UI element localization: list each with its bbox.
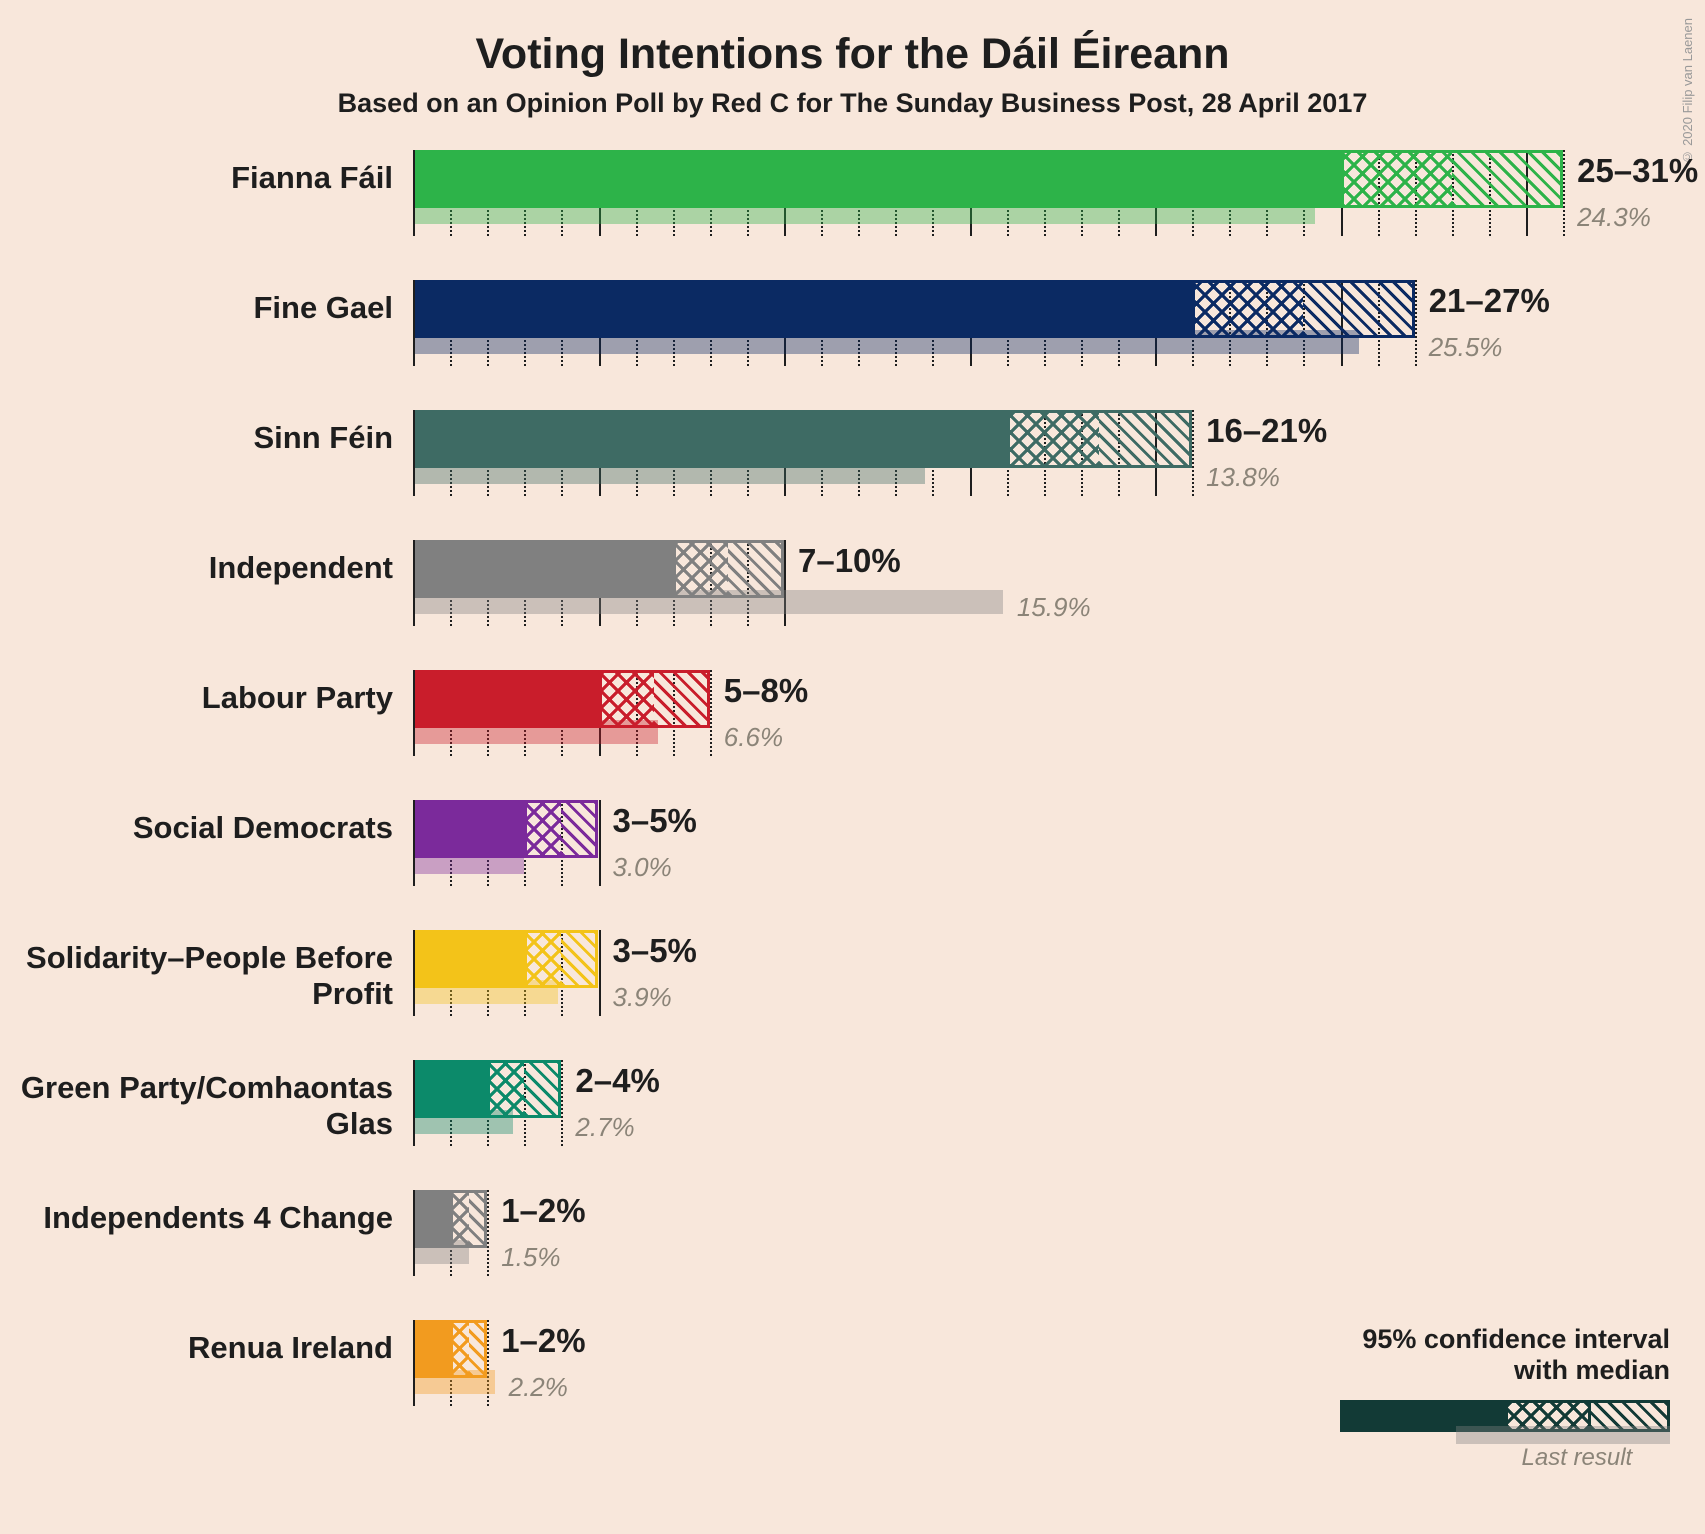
ci-outline bbox=[1341, 150, 1564, 208]
baseline bbox=[413, 800, 415, 886]
baseline bbox=[413, 1320, 415, 1406]
ci-outline bbox=[450, 1190, 487, 1248]
minor-gridline bbox=[710, 670, 712, 756]
party-label: Independent bbox=[0, 550, 393, 586]
ci-outline bbox=[524, 800, 598, 858]
baseline bbox=[413, 670, 415, 756]
party-label: Green Party/Comhaontas Glas bbox=[0, 1070, 393, 1142]
party-label: Labour Party bbox=[0, 680, 393, 716]
major-gridline bbox=[599, 930, 601, 1016]
last-result-label: 3.0% bbox=[613, 852, 672, 883]
minor-gridline bbox=[561, 1060, 563, 1146]
baseline bbox=[413, 280, 415, 366]
range-label: 7–10% bbox=[798, 542, 901, 580]
range-label: 5–8% bbox=[724, 672, 808, 710]
range-label: 16–21% bbox=[1206, 412, 1327, 450]
party-row: Labour Party 5–8% 6.6% bbox=[0, 670, 1705, 800]
party-label: Solidarity–People Before Profit bbox=[0, 940, 393, 1012]
bar-chart: Fianna Fáil 25–31% 24.3% Fine Gael 21–27% 25.… bbox=[0, 140, 1705, 1440]
legend: 95% confidence interval with median Last… bbox=[1340, 1324, 1670, 1494]
legend-title-line1: 95% confidence interval bbox=[1362, 1324, 1670, 1354]
last-result-label: 25.5% bbox=[1429, 332, 1503, 363]
minor-gridline bbox=[487, 1190, 489, 1276]
main-bar bbox=[413, 1190, 450, 1248]
main-bar bbox=[413, 540, 673, 598]
party-row: Social Democrats 3–5% 3.0% bbox=[0, 800, 1705, 930]
party-label: Fine Gael bbox=[0, 290, 393, 326]
party-row: Independent 7–10% 15.9% bbox=[0, 540, 1705, 670]
major-gridline bbox=[599, 800, 601, 886]
range-label: 25–31% bbox=[1577, 152, 1698, 190]
baseline bbox=[413, 1190, 415, 1276]
party-label: Independents 4 Change bbox=[0, 1200, 393, 1236]
range-label: 1–2% bbox=[501, 1192, 585, 1230]
baseline bbox=[413, 150, 415, 236]
ci-outline bbox=[599, 670, 710, 728]
last-result-label: 15.9% bbox=[1017, 592, 1091, 623]
main-bar bbox=[413, 1060, 487, 1118]
last-result-label: 6.6% bbox=[724, 722, 783, 753]
baseline bbox=[413, 1060, 415, 1146]
range-label: 3–5% bbox=[613, 932, 697, 970]
main-bar bbox=[413, 1320, 450, 1378]
main-bar bbox=[413, 410, 1007, 468]
ci-outline bbox=[450, 1320, 487, 1378]
party-row: Solidarity–People Before Profit 3–5% 3.9% bbox=[0, 930, 1705, 1060]
last-result-label: 1.5% bbox=[501, 1242, 560, 1273]
main-bar bbox=[413, 280, 1192, 338]
minor-gridline bbox=[1415, 280, 1417, 366]
party-label: Fianna Fáil bbox=[0, 160, 393, 196]
chart-subtitle: Based on an Opinion Poll by Red C for Th… bbox=[0, 88, 1705, 119]
party-label: Social Democrats bbox=[0, 810, 393, 846]
party-row: Fine Gael 21–27% 25.5% bbox=[0, 280, 1705, 410]
party-label: Renua Ireland bbox=[0, 1330, 393, 1366]
baseline bbox=[413, 930, 415, 1016]
last-result-label: 2.7% bbox=[575, 1112, 634, 1143]
ci-outline bbox=[1192, 280, 1415, 338]
ci-outline bbox=[1007, 410, 1193, 468]
minor-gridline bbox=[1192, 410, 1194, 496]
baseline bbox=[413, 410, 415, 496]
last-result-label: 2.2% bbox=[509, 1372, 568, 1403]
ci-outline bbox=[487, 1060, 561, 1118]
last-result-label: 24.3% bbox=[1577, 202, 1651, 233]
ci-outline bbox=[524, 930, 598, 988]
main-bar bbox=[413, 930, 524, 988]
chart-title: Voting Intentions for the Dáil Éireann bbox=[0, 30, 1705, 79]
range-label: 21–27% bbox=[1429, 282, 1550, 320]
party-row: Independents 4 Change 1–2% 1.5% bbox=[0, 1190, 1705, 1320]
legend-title-line2: with median bbox=[1514, 1355, 1670, 1385]
range-label: 1–2% bbox=[501, 1322, 585, 1360]
last-result-label: 3.9% bbox=[613, 982, 672, 1013]
legend-title: 95% confidence interval with median bbox=[1340, 1324, 1670, 1386]
party-row: Fianna Fáil 25–31% 24.3% bbox=[0, 150, 1705, 280]
ci-outline bbox=[673, 540, 784, 598]
range-label: 3–5% bbox=[613, 802, 697, 840]
minor-gridline bbox=[1563, 150, 1565, 236]
last-result-label: 13.8% bbox=[1206, 462, 1280, 493]
legend-last-bar bbox=[1456, 1426, 1671, 1444]
main-bar bbox=[413, 150, 1341, 208]
main-bar bbox=[413, 670, 599, 728]
party-label: Sinn Féin bbox=[0, 420, 393, 456]
party-row: Green Party/Comhaontas Glas 2–4% 2.7% bbox=[0, 1060, 1705, 1190]
main-bar bbox=[413, 800, 524, 858]
party-row: Sinn Féin 16–21% 13.8% bbox=[0, 410, 1705, 540]
baseline bbox=[413, 540, 415, 626]
range-label: 2–4% bbox=[575, 1062, 659, 1100]
legend-last-label: Last result bbox=[1522, 1444, 1633, 1472]
